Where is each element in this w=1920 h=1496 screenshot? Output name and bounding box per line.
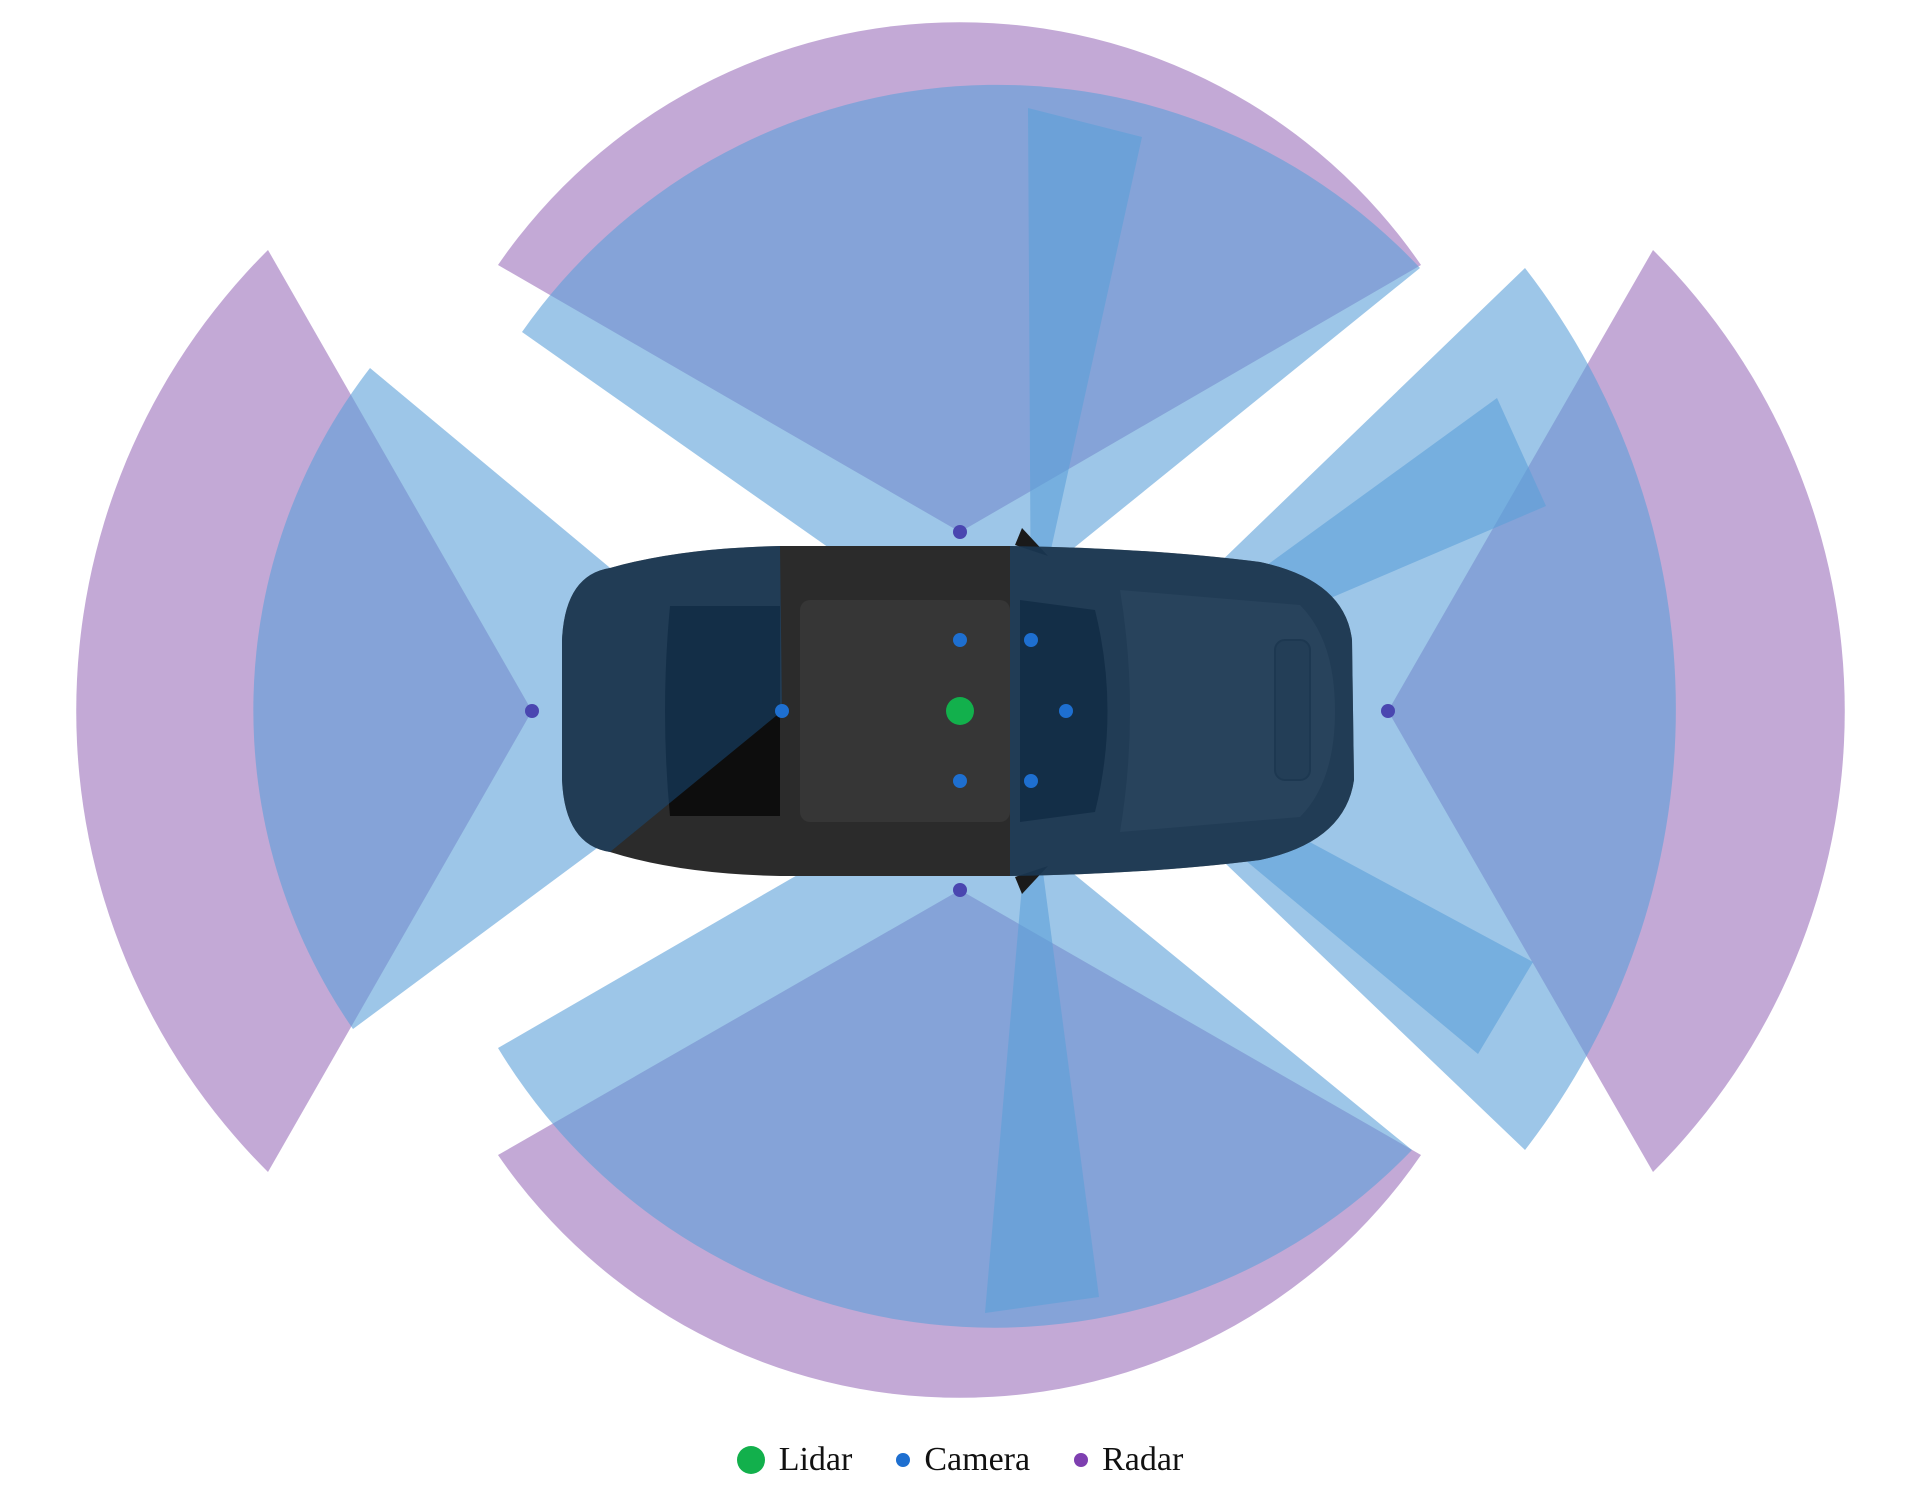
radar-sensor-left bbox=[953, 525, 967, 539]
camera-sensor-left bbox=[953, 633, 967, 647]
legend-label-radar: Radar bbox=[1102, 1441, 1184, 1478]
camera-right-front-zone bbox=[985, 781, 1099, 1313]
camera-sensors bbox=[775, 633, 1073, 788]
camera-sensor-left-front bbox=[1024, 633, 1038, 647]
radar-sensor-right bbox=[953, 883, 967, 897]
camera-sensor-right-front bbox=[1024, 774, 1038, 788]
legend-item-camera: Camera bbox=[896, 1441, 1030, 1479]
camera-right-zone bbox=[498, 781, 1412, 1328]
radar-sensors bbox=[525, 525, 1395, 897]
lidar-legend-icon bbox=[736, 1446, 765, 1474]
vehicle-roof bbox=[800, 600, 1010, 822]
legend-label-lidar: Lidar bbox=[778, 1441, 853, 1478]
camera-sensor-right bbox=[953, 774, 967, 788]
camera-sensor-rear bbox=[775, 704, 789, 718]
radar-legend-icon bbox=[1074, 1453, 1089, 1467]
camera-rear-zone bbox=[253, 368, 782, 1029]
legend-item-lidar: Lidar bbox=[736, 1441, 853, 1479]
vehicle-camera-overlay bbox=[562, 546, 1354, 876]
legend-item-radar: Radar bbox=[1074, 1441, 1183, 1479]
camera-legend-icon bbox=[896, 1453, 911, 1467]
legend-label-camera: Camera bbox=[924, 1441, 1031, 1478]
camera-left-zone bbox=[522, 84, 1420, 640]
radar-sensor-rear bbox=[525, 704, 539, 718]
radar-sensor-front bbox=[1381, 704, 1395, 718]
camera-sensor-front bbox=[1059, 704, 1073, 718]
lidar-sensor bbox=[946, 697, 974, 725]
legend: Lidar Camera Radar bbox=[0, 1432, 1920, 1488]
camera-coverage-zones bbox=[253, 84, 1676, 1328]
